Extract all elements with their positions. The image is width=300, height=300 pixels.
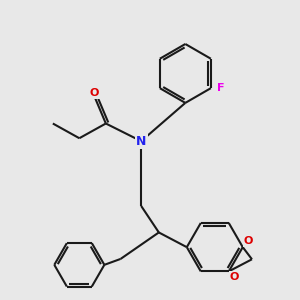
Text: O: O [230, 272, 239, 282]
Text: O: O [244, 236, 253, 246]
Text: F: F [218, 83, 225, 93]
Text: O: O [89, 88, 99, 98]
Text: N: N [136, 135, 146, 148]
